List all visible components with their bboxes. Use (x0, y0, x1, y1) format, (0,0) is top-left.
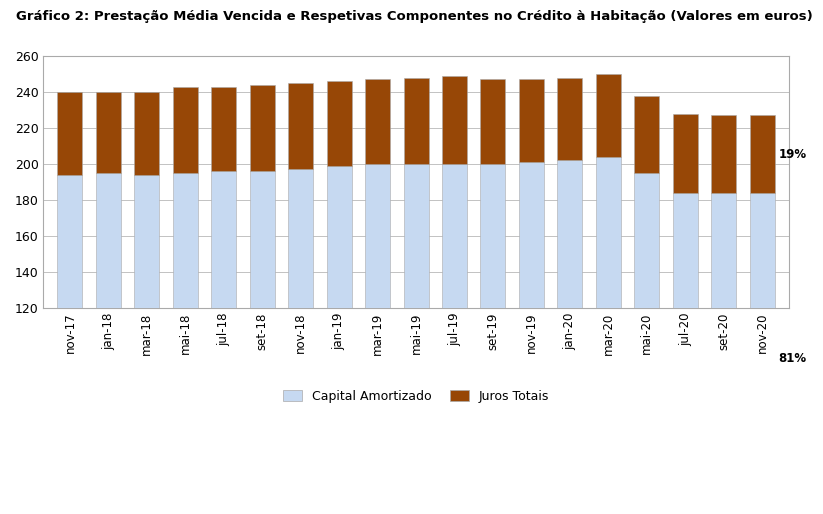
Bar (212, 171, 236, 514)
Bar (596, 74, 621, 157)
Bar (403, 164, 429, 514)
Text: Gráfico 2: Prestação Média Vencida e Respetivas Componentes no Crédito à Habitaç: Gráfico 2: Prestação Média Vencida e Res… (16, 10, 813, 23)
Bar (672, 193, 698, 514)
Bar (365, 164, 390, 514)
Bar (212, 86, 236, 171)
Bar (442, 164, 467, 514)
Bar (327, 81, 351, 166)
Bar (58, 92, 82, 175)
Bar (403, 78, 429, 164)
Bar (134, 175, 160, 514)
Bar (249, 171, 275, 514)
Text: 81%: 81% (779, 352, 807, 365)
Bar (249, 85, 275, 171)
Bar (173, 86, 198, 173)
Bar (635, 96, 659, 173)
Bar (635, 173, 659, 514)
Bar (58, 175, 82, 514)
Bar (750, 116, 774, 193)
Bar (288, 83, 314, 170)
Bar (288, 170, 314, 514)
Text: 19%: 19% (779, 148, 807, 161)
Bar (96, 173, 121, 514)
Bar (481, 164, 505, 514)
Bar (519, 162, 544, 514)
Bar (711, 193, 737, 514)
Bar (519, 79, 544, 162)
Bar (134, 92, 160, 175)
Legend: Capital Amortizado, Juros Totais: Capital Amortizado, Juros Totais (278, 385, 554, 408)
Bar (750, 193, 774, 514)
Bar (173, 173, 198, 514)
Bar (96, 92, 121, 173)
Bar (557, 160, 583, 514)
Bar (711, 116, 737, 193)
Bar (596, 157, 621, 514)
Bar (672, 114, 698, 193)
Bar (327, 166, 351, 514)
Bar (557, 78, 583, 160)
Bar (481, 79, 505, 164)
Bar (365, 79, 390, 164)
Bar (442, 76, 467, 164)
